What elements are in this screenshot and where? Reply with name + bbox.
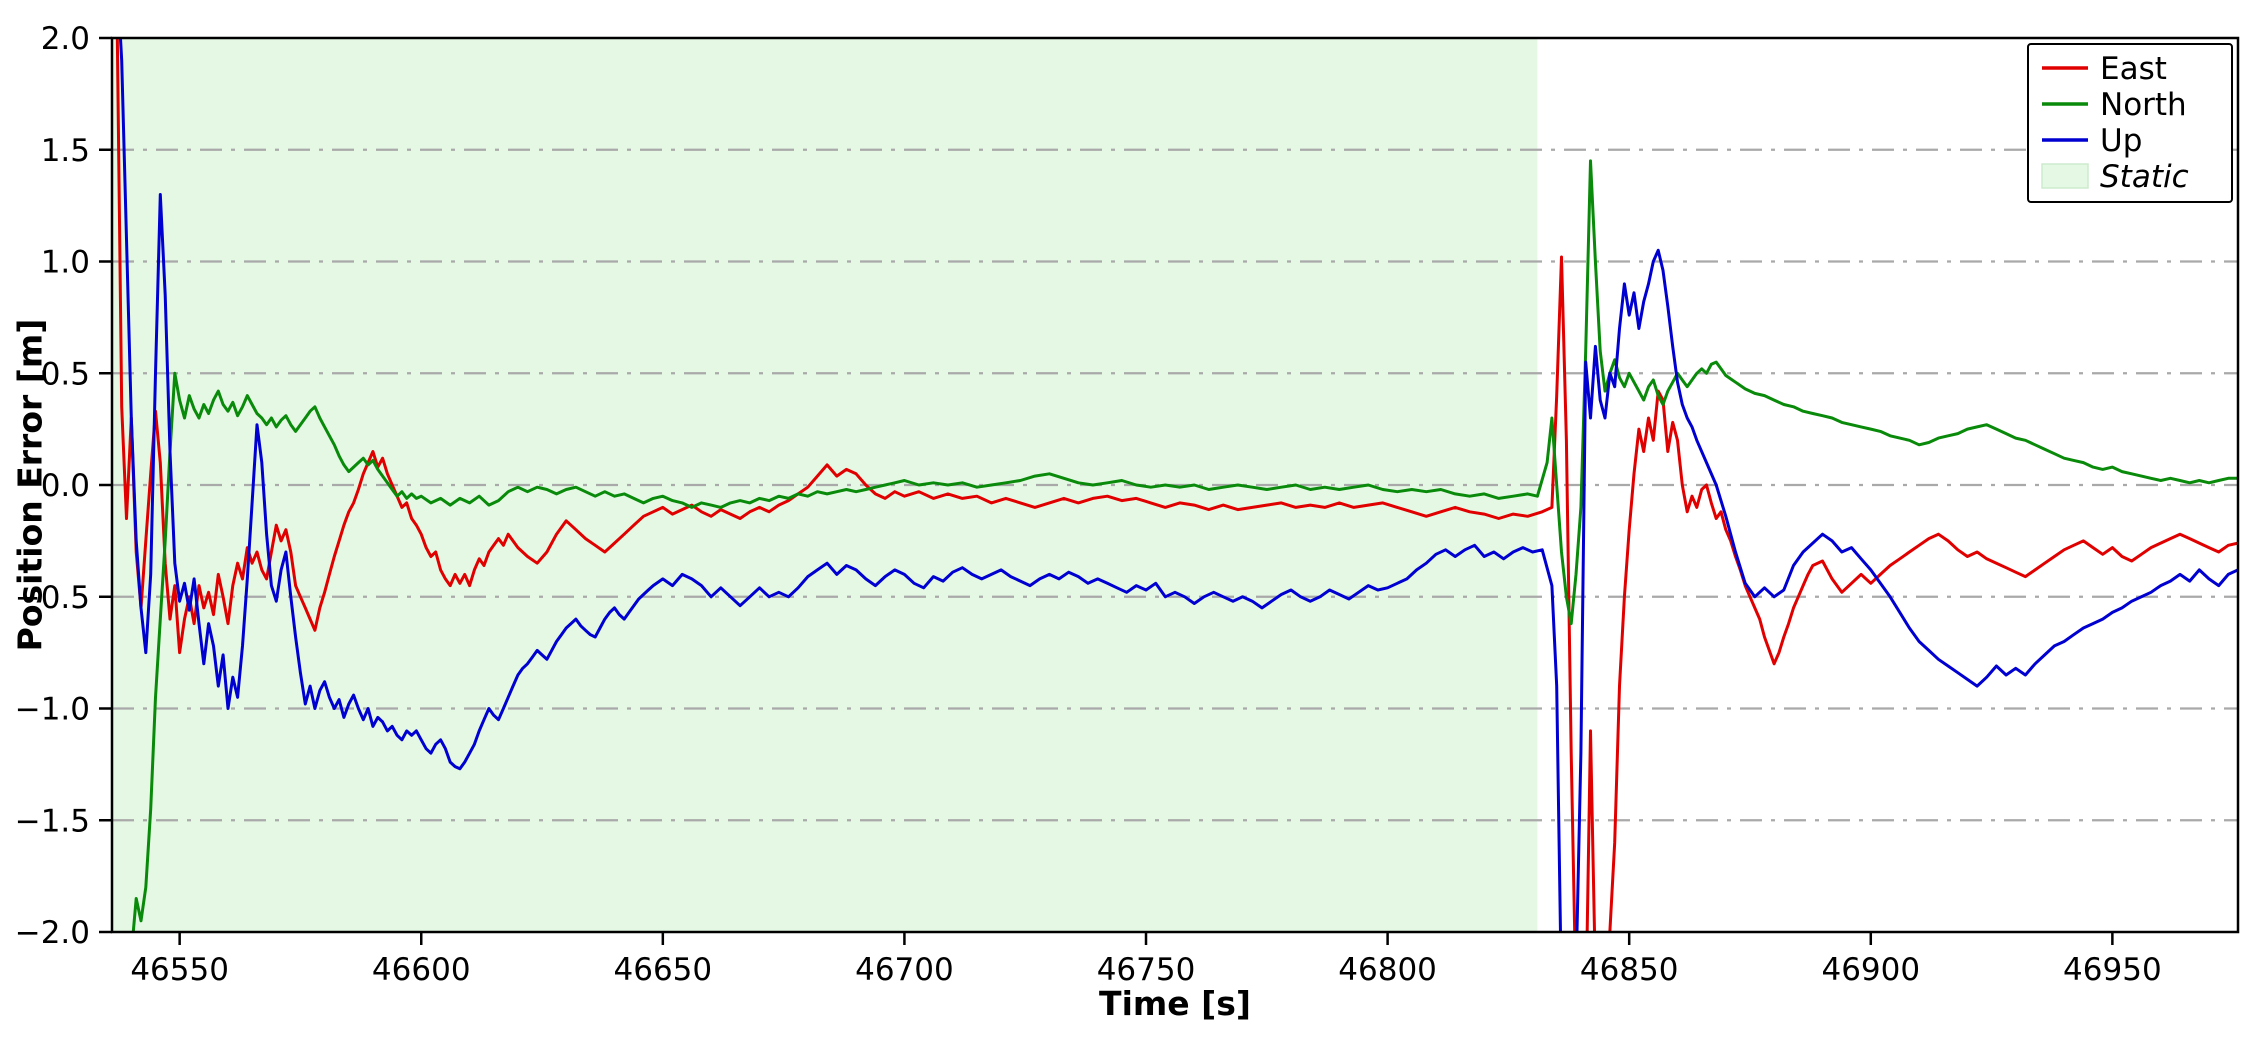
series-line-north bbox=[131, 159, 2238, 932]
legend-label-east: East bbox=[2100, 51, 2167, 87]
legend-patch-static bbox=[2041, 163, 2089, 189]
x-tick-label: 46600 bbox=[372, 952, 471, 988]
x-tick-label: 46750 bbox=[1097, 952, 1196, 988]
legend-label-up: Up bbox=[2100, 123, 2142, 159]
x-tick-label: 46550 bbox=[130, 952, 229, 988]
x-tick-label: 46700 bbox=[855, 952, 954, 988]
series-line-east bbox=[115, 38, 2238, 932]
legend-label-static: Static bbox=[2100, 159, 2189, 195]
x-tick-label: 46800 bbox=[1338, 952, 1437, 988]
series-line-up bbox=[118, 38, 2238, 932]
x-tick-label: 46850 bbox=[1580, 952, 1679, 988]
x-tick-label: 46900 bbox=[1821, 952, 1920, 988]
series-group bbox=[115, 38, 2238, 932]
x-axis-label: Time [s] bbox=[1099, 984, 1251, 1023]
y-tick-label: −2.0 bbox=[15, 915, 90, 951]
y-tick-label: 2.0 bbox=[41, 21, 90, 57]
y-tick-label: 1.0 bbox=[41, 245, 90, 281]
x-tick-label: 46950 bbox=[2063, 952, 2162, 988]
y-tick-label: 0.5 bbox=[41, 356, 90, 392]
y-tick-label: −1.5 bbox=[15, 803, 90, 839]
y-tick-label: 0.0 bbox=[41, 468, 90, 504]
legend-box bbox=[2027, 43, 2233, 203]
legend-label-north: North bbox=[2100, 87, 2187, 123]
y-tick-label: 1.5 bbox=[41, 133, 90, 169]
y-tick-label: −1.0 bbox=[15, 692, 90, 728]
y-tick-label: −0.5 bbox=[15, 580, 90, 616]
y-axis-label: Position Error [m] bbox=[10, 318, 50, 652]
x-tick-label: 46650 bbox=[614, 952, 713, 988]
